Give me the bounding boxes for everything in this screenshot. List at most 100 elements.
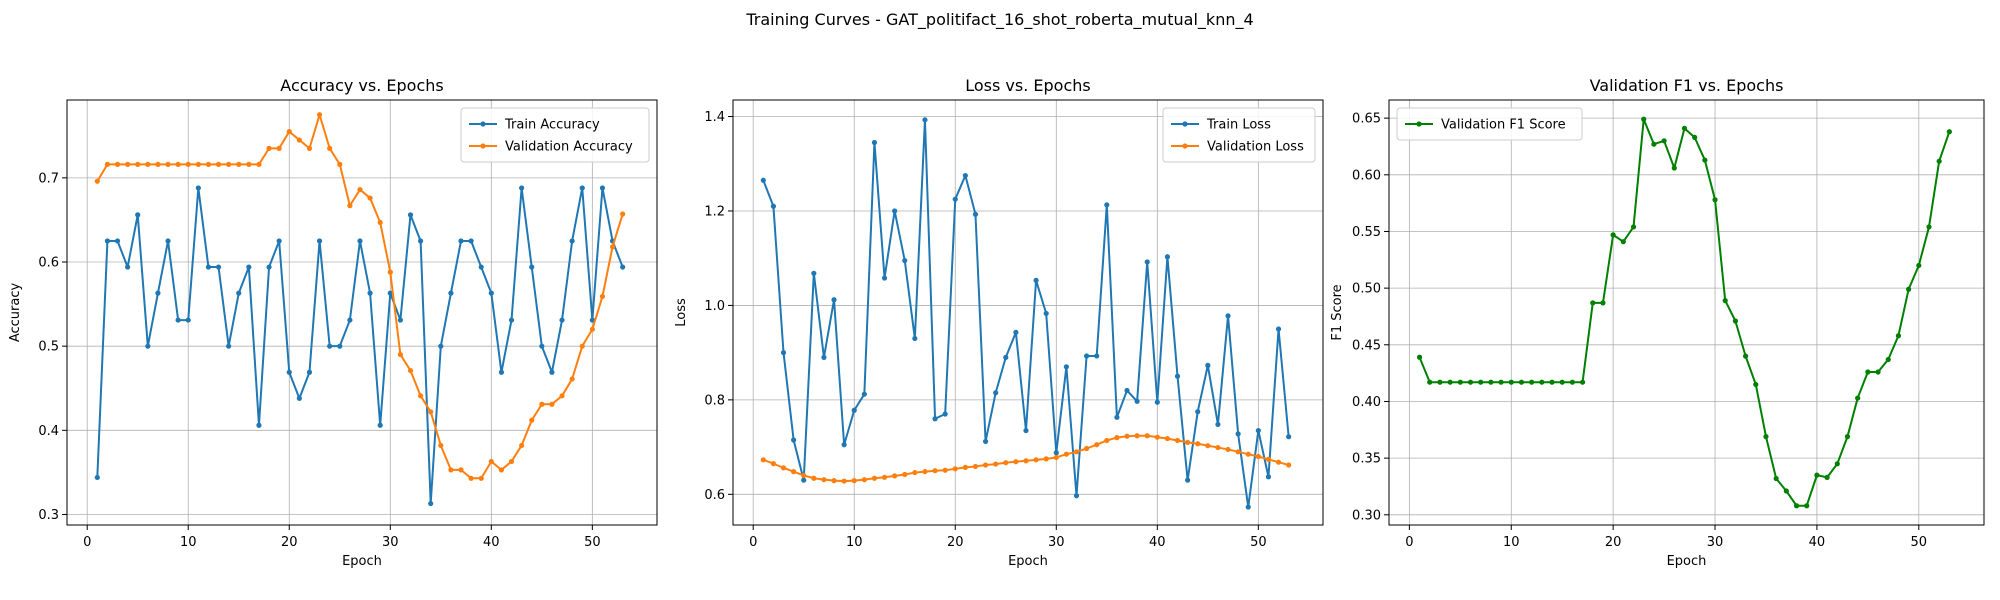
data-point-2 bbox=[104, 161, 111, 167]
data-point-1 bbox=[508, 317, 515, 323]
series-line-1 bbox=[1418, 118, 1951, 507]
data-point-2 bbox=[347, 203, 353, 209]
x-tick-label: 20 bbox=[281, 535, 298, 550]
data-point-1 bbox=[205, 264, 212, 270]
data-point-2 bbox=[226, 161, 232, 167]
legend-label: Train Accuracy bbox=[504, 118, 600, 133]
data-point-1 bbox=[1936, 158, 1942, 164]
x-tick-label: 0 bbox=[83, 535, 91, 550]
data-point-1 bbox=[215, 264, 222, 270]
axes-frame bbox=[732, 99, 1324, 526]
data-point-1 bbox=[962, 172, 968, 179]
data-point-1 bbox=[1855, 395, 1861, 401]
data-point-1 bbox=[549, 369, 555, 375]
data-point-2 bbox=[256, 161, 262, 167]
data-point-2 bbox=[1215, 444, 1221, 451]
data-point-1 bbox=[841, 442, 847, 448]
data-point-1 bbox=[185, 317, 191, 323]
data-point-2 bbox=[1013, 459, 1019, 465]
data-point-2 bbox=[589, 326, 595, 332]
data-point-2 bbox=[195, 161, 201, 167]
legend-swatch-marker bbox=[1416, 121, 1422, 127]
data-point-1 bbox=[942, 411, 948, 417]
legend-swatch-marker bbox=[480, 143, 486, 149]
data-point-2 bbox=[1134, 433, 1140, 439]
y-tick-label: 0.35 bbox=[1352, 452, 1381, 467]
data-point-2 bbox=[952, 466, 958, 472]
legend-swatch-marker bbox=[480, 121, 486, 127]
data-point-1 bbox=[1732, 318, 1739, 324]
data-point-2 bbox=[599, 293, 606, 300]
data-point-2 bbox=[175, 161, 181, 167]
data-point-2 bbox=[1043, 456, 1049, 462]
data-point-2 bbox=[620, 211, 626, 217]
data-point-1 bbox=[1742, 353, 1749, 359]
data-point-2 bbox=[306, 145, 313, 151]
data-point-2 bbox=[1073, 449, 1080, 455]
data-point-2 bbox=[922, 469, 928, 475]
x-tick-label: 30 bbox=[1048, 535, 1065, 550]
data-point-1 bbox=[982, 438, 989, 445]
x-tick-label: 10 bbox=[180, 535, 197, 550]
data-point-1 bbox=[1154, 399, 1160, 405]
data-point-1 bbox=[851, 407, 857, 413]
data-point-1 bbox=[831, 297, 837, 303]
data-point-1 bbox=[1094, 353, 1100, 359]
data-point-2 bbox=[569, 376, 575, 382]
data-point-2 bbox=[549, 401, 555, 407]
data-point-1 bbox=[529, 264, 535, 270]
data-point-1 bbox=[579, 185, 585, 191]
x-axis-label: Epoch bbox=[1008, 554, 1048, 569]
figure-suptitle: Training Curves - GAT_politifact_16_shot… bbox=[745, 10, 1253, 30]
data-point-1 bbox=[780, 350, 787, 356]
data-point-2 bbox=[1083, 445, 1090, 452]
data-point-2 bbox=[428, 409, 434, 415]
data-point-2 bbox=[1164, 435, 1171, 442]
data-point-2 bbox=[458, 467, 464, 473]
data-point-1 bbox=[1875, 369, 1881, 375]
data-point-1 bbox=[1549, 379, 1555, 385]
data-point-1 bbox=[1033, 277, 1039, 283]
legend-label: Validation Accuracy bbox=[505, 140, 633, 155]
data-point-2 bbox=[508, 458, 515, 465]
y-tick-label: 0.50 bbox=[1352, 282, 1381, 297]
data-point-1 bbox=[881, 275, 888, 281]
data-point-1 bbox=[1600, 300, 1606, 306]
data-point-1 bbox=[1235, 431, 1241, 437]
data-point-1 bbox=[256, 422, 262, 428]
data-point-1 bbox=[236, 290, 242, 296]
data-point-2 bbox=[1053, 454, 1059, 461]
legend-swatch-marker bbox=[1182, 143, 1188, 149]
chart-panel-1: 0 10 20 30 40 50 0.3 0.4 0.5 0.6 0.7 Accuracy vs. E… bbox=[8, 76, 658, 569]
data-point-1 bbox=[1681, 125, 1688, 131]
data-point-1 bbox=[266, 264, 272, 270]
data-point-1 bbox=[1104, 202, 1110, 208]
data-point-1 bbox=[1702, 157, 1708, 163]
data-point-1 bbox=[488, 290, 494, 296]
data-point-2 bbox=[1063, 451, 1069, 457]
data-point-2 bbox=[932, 468, 938, 474]
data-point-1 bbox=[1579, 379, 1586, 385]
data-point-1 bbox=[1164, 254, 1171, 260]
data-point-2 bbox=[1286, 462, 1292, 468]
data-point-2 bbox=[478, 475, 484, 481]
data-point-1 bbox=[195, 185, 201, 191]
data-point-1 bbox=[821, 354, 827, 360]
data-point-2 bbox=[407, 367, 414, 374]
data-point-1 bbox=[972, 211, 979, 217]
y-axis-label: F1 Score bbox=[1330, 284, 1345, 340]
x-tick-label: 40 bbox=[1149, 535, 1166, 550]
data-point-2 bbox=[1033, 457, 1039, 463]
y-tick-label: 0.40 bbox=[1352, 395, 1381, 410]
y-tick-label: 0.55 bbox=[1352, 225, 1381, 240]
data-point-2 bbox=[1144, 433, 1150, 439]
data-point-2 bbox=[1265, 456, 1272, 462]
x-tick-label: 10 bbox=[846, 535, 863, 550]
data-point-1 bbox=[1610, 232, 1616, 238]
data-point-2 bbox=[801, 472, 807, 479]
data-point-2 bbox=[609, 244, 616, 250]
data-point-1 bbox=[1885, 356, 1891, 363]
data-point-2 bbox=[821, 477, 827, 483]
y-tick-label: 1.2 bbox=[704, 204, 725, 219]
data-point-1 bbox=[1134, 398, 1140, 404]
